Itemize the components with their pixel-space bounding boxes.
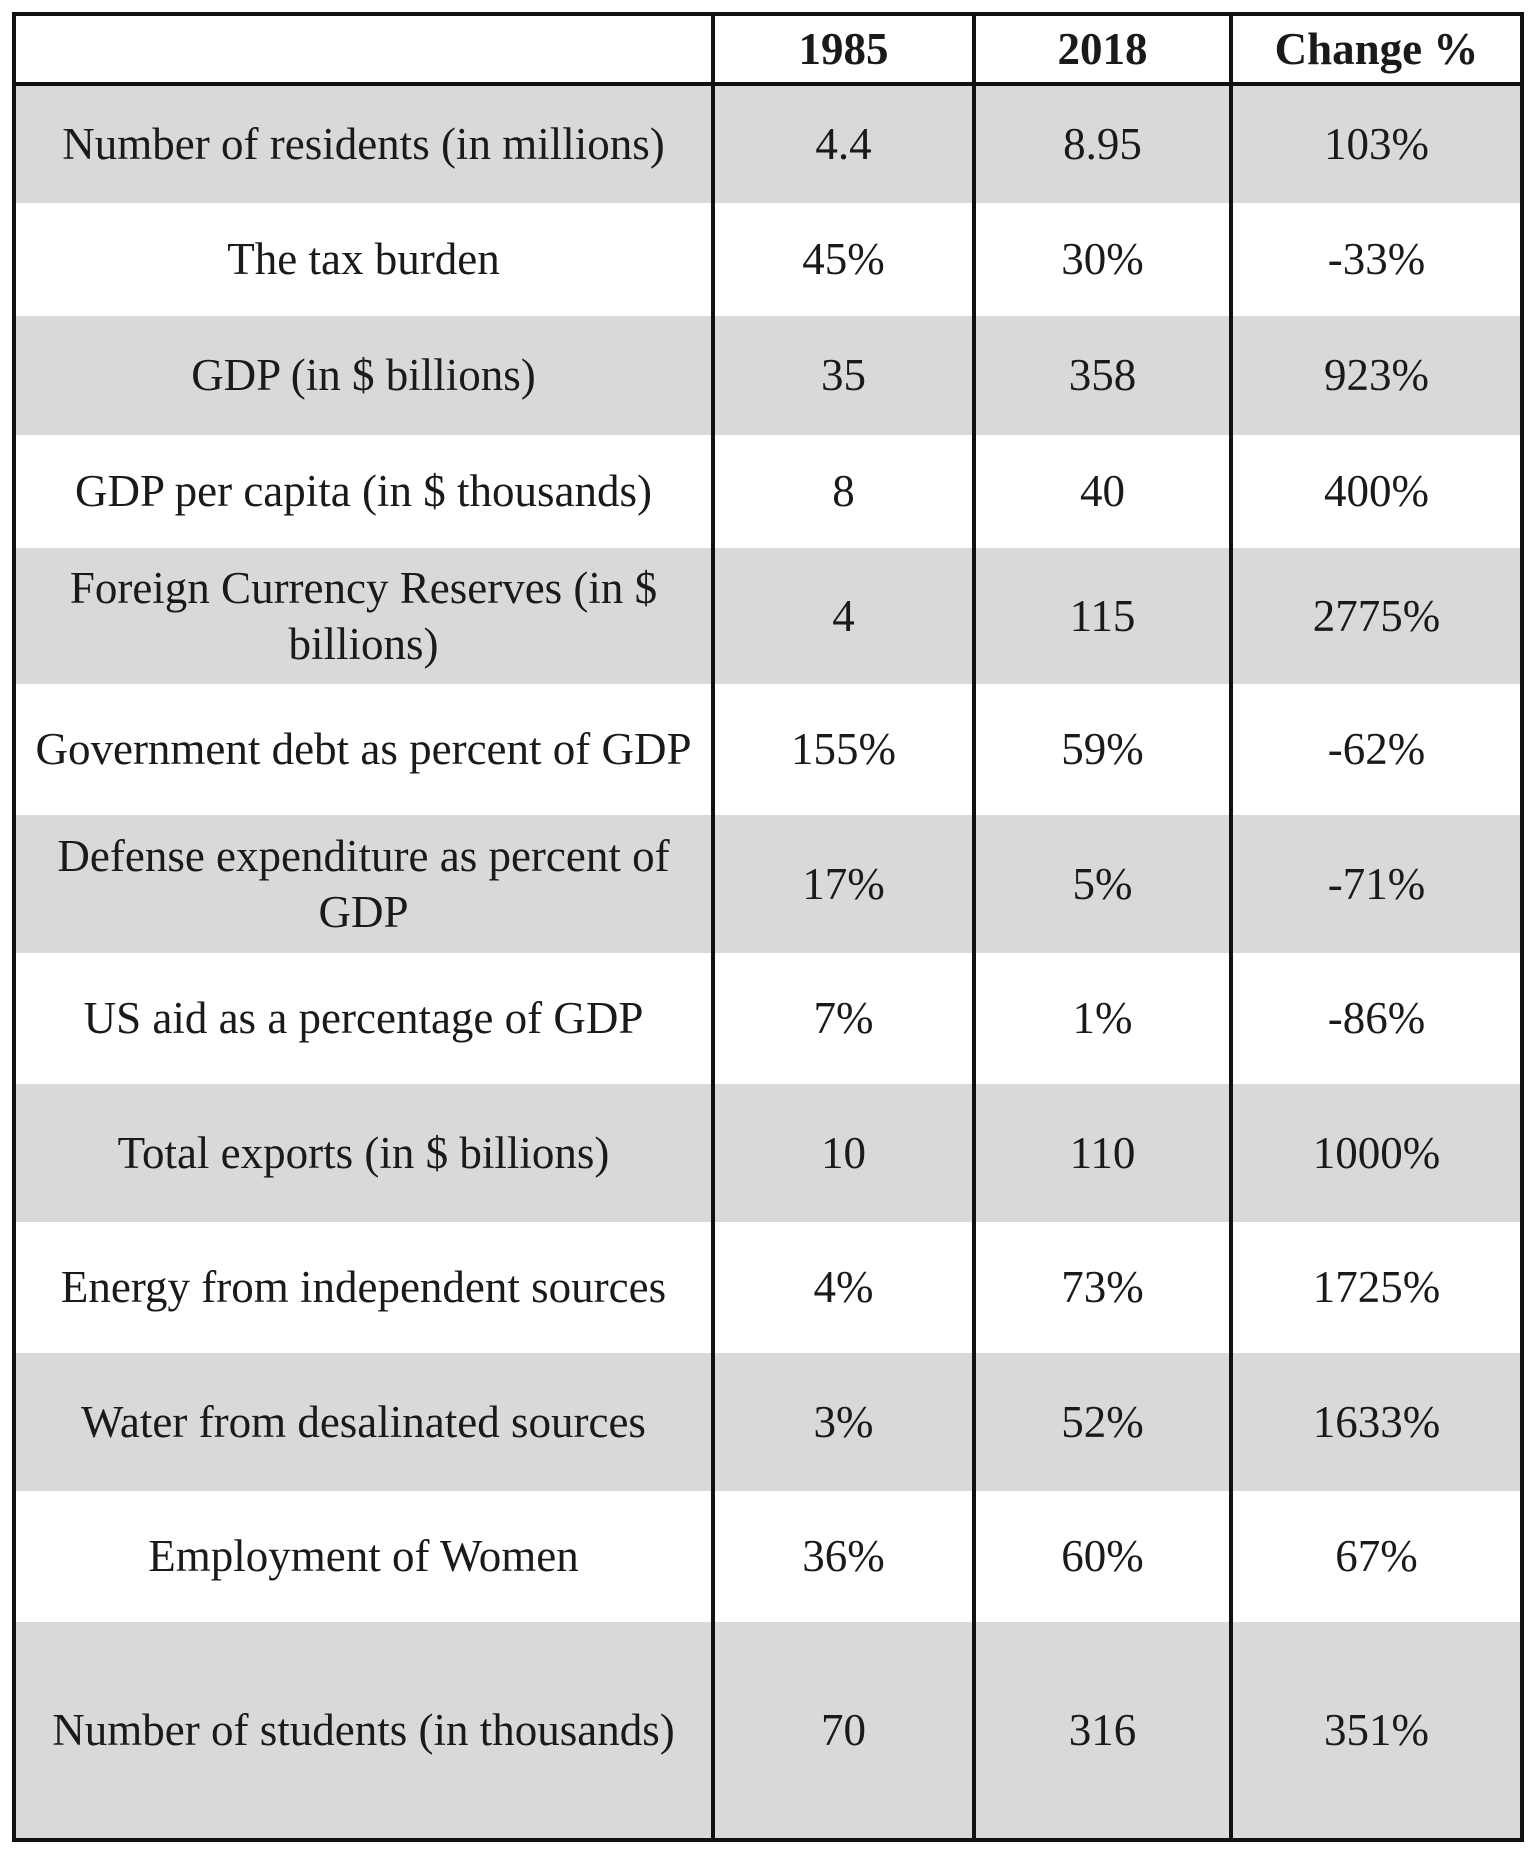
value-change: -62%	[1229, 684, 1520, 815]
value-change: 1000%	[1229, 1084, 1520, 1222]
value-1985: 4%	[711, 1222, 974, 1353]
header-row: 1985 2018 Change %	[16, 16, 1520, 86]
value-1985: 35	[711, 316, 974, 435]
value-2018: 30%	[972, 203, 1231, 316]
value-2018: 5%	[972, 815, 1231, 953]
value-2018: 52%	[972, 1353, 1231, 1491]
row-label: Total exports (in $ billions)	[16, 1084, 713, 1222]
row-label: Number of students (in thousands)	[16, 1622, 713, 1838]
value-1985: 10	[711, 1084, 974, 1222]
row-label: Defense expenditure as percent of GDP	[16, 815, 713, 953]
value-1985: 7%	[711, 953, 974, 1084]
table-row: Water from desalinated sources 3% 52% 16…	[16, 1353, 1520, 1491]
value-2018: 60%	[972, 1491, 1231, 1622]
value-change: 67%	[1229, 1491, 1520, 1622]
value-1985: 3%	[711, 1353, 974, 1491]
row-label: Foreign Currency Reserves (in $ billions…	[16, 548, 713, 684]
value-2018: 40	[972, 435, 1231, 548]
table-row: Employment of Women 36% 60% 67%	[16, 1491, 1520, 1622]
value-2018: 59%	[972, 684, 1231, 815]
value-change: 351%	[1229, 1622, 1520, 1838]
value-2018: 316	[972, 1622, 1231, 1838]
value-change: 400%	[1229, 435, 1520, 548]
value-2018: 358	[972, 316, 1231, 435]
value-1985: 17%	[711, 815, 974, 953]
row-label: Water from desalinated sources	[16, 1353, 713, 1491]
value-change: 1725%	[1229, 1222, 1520, 1353]
header-corner	[16, 16, 713, 86]
value-change: -71%	[1229, 815, 1520, 953]
comparison-table-container: 1985 2018 Change % Number of residents (…	[12, 12, 1524, 1842]
table-body: Number of residents (in millions) 4.4 8.…	[16, 84, 1520, 1838]
header-1985: 1985	[711, 16, 974, 86]
value-2018: 1%	[972, 953, 1231, 1084]
value-1985: 4	[711, 548, 974, 684]
table-row: The tax burden 45% 30% -33%	[16, 203, 1520, 316]
value-2018: 115	[972, 548, 1231, 684]
table-row: Number of residents (in millions) 4.4 8.…	[16, 84, 1520, 203]
row-label: Employment of Women	[16, 1491, 713, 1622]
table-row: Government debt as percent of GDP 155% 5…	[16, 684, 1520, 815]
comparison-table: 1985 2018 Change % Number of residents (…	[16, 16, 1520, 1838]
row-label: GDP per capita (in $ thousands)	[16, 435, 713, 548]
value-change: 2775%	[1229, 548, 1520, 684]
row-label: GDP (in $ billions)	[16, 316, 713, 435]
value-2018: 73%	[972, 1222, 1231, 1353]
value-2018: 110	[972, 1084, 1231, 1222]
table-row: Number of students (in thousands) 70 316…	[16, 1622, 1520, 1838]
value-1985: 45%	[711, 203, 974, 316]
table-row: GDP per capita (in $ thousands) 8 40 400…	[16, 435, 1520, 548]
table-row: GDP (in $ billions) 35 358 923%	[16, 316, 1520, 435]
row-label: Government debt as percent of GDP	[16, 684, 713, 815]
table-row: Defense expenditure as percent of GDP 17…	[16, 815, 1520, 953]
value-1985: 155%	[711, 684, 974, 815]
row-label: Number of residents (in millions)	[16, 84, 713, 203]
table-row: Energy from independent sources 4% 73% 1…	[16, 1222, 1520, 1353]
value-1985: 36%	[711, 1491, 974, 1622]
value-change: 1633%	[1229, 1353, 1520, 1491]
value-change: 103%	[1229, 84, 1520, 203]
row-label: The tax burden	[16, 203, 713, 316]
value-change: -86%	[1229, 953, 1520, 1084]
value-1985: 8	[711, 435, 974, 548]
value-1985: 70	[711, 1622, 974, 1838]
value-change: -33%	[1229, 203, 1520, 316]
header-2018: 2018	[972, 16, 1231, 86]
table-row: US aid as a percentage of GDP 7% 1% -86%	[16, 953, 1520, 1084]
row-label: Energy from independent sources	[16, 1222, 713, 1353]
header-change: Change %	[1229, 16, 1520, 86]
table-row: Total exports (in $ billions) 10 110 100…	[16, 1084, 1520, 1222]
value-1985: 4.4	[711, 84, 974, 203]
row-label: US aid as a percentage of GDP	[16, 953, 713, 1084]
value-2018: 8.95	[972, 84, 1231, 203]
value-change: 923%	[1229, 316, 1520, 435]
table-row: Foreign Currency Reserves (in $ billions…	[16, 548, 1520, 684]
